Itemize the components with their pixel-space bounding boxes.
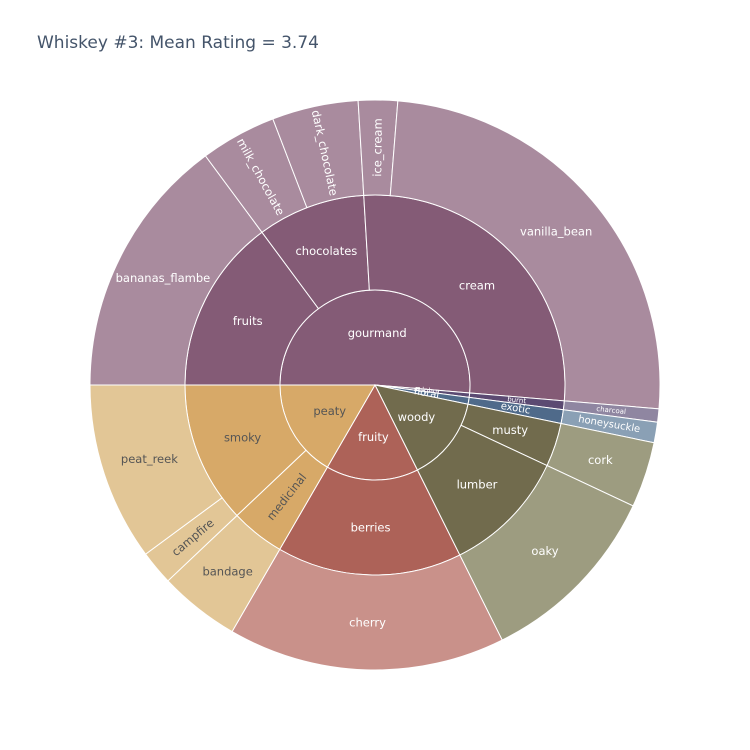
segment-peat_reek[interactable] [89,384,223,555]
segment-label-fruits: fruits [233,314,263,328]
segment-label-smoky: smoky [224,431,261,445]
segment-label-gourmand: gourmand [348,326,407,340]
segment-label-cherry: cherry [349,615,386,629]
segment-label-lumber: lumber [457,478,498,492]
segment-label-burnt: burnt [507,395,527,405]
chart-title: Whiskey #3: Mean Rating = 3.74 [37,33,319,53]
segment-label-oaky: oaky [531,544,558,558]
segment-label-charcoal: charcoal [596,405,626,416]
segment-label-exotic: exotic [500,401,531,417]
segment-label-peat_reek: peat_reek [121,452,178,466]
segment-label-peaty: peaty [313,404,346,418]
segment-vanilla_bean[interactable] [389,100,661,410]
segment-label-bandage: bandage [202,564,252,578]
segment-label-chocolates: chocolates [295,244,357,258]
segment-label-woody: woody [398,410,436,424]
segment-label-bananas_flambe: bananas_flambe [116,271,211,285]
segment-label-berries: berries [351,520,391,534]
segment-label-cork: cork [588,453,613,467]
segment-label-musty: musty [492,423,528,437]
segment-label-smoky_group: sulphur [413,385,440,396]
segment-label-ice_cream: ice_cream [370,118,385,177]
segment-label-floral: floral [413,386,440,401]
segment-label-vanilla_bean: vanilla_bean [520,224,592,238]
segment-label-fruity: fruity [358,430,389,444]
segment-label-cream: cream [459,278,495,292]
